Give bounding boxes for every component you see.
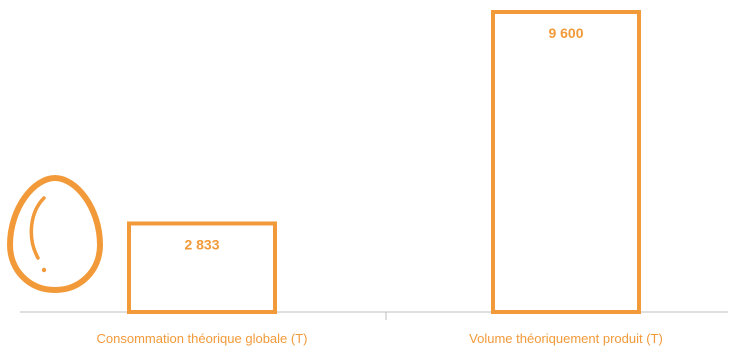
egg-outline <box>6 174 104 294</box>
bar-value-label: 2 833 <box>184 236 219 252</box>
category-label: Volume théoriquement produit (T) <box>469 331 663 346</box>
category-label: Consommation théorique globale (T) <box>97 331 308 346</box>
bar-value-label: 9 600 <box>548 25 583 41</box>
bar-consommation <box>127 221 277 314</box>
egg-icon <box>6 174 104 294</box>
egg-highlight <box>29 196 46 260</box>
bar-volume <box>491 10 641 314</box>
egg-highlight-dot <box>41 267 47 273</box>
